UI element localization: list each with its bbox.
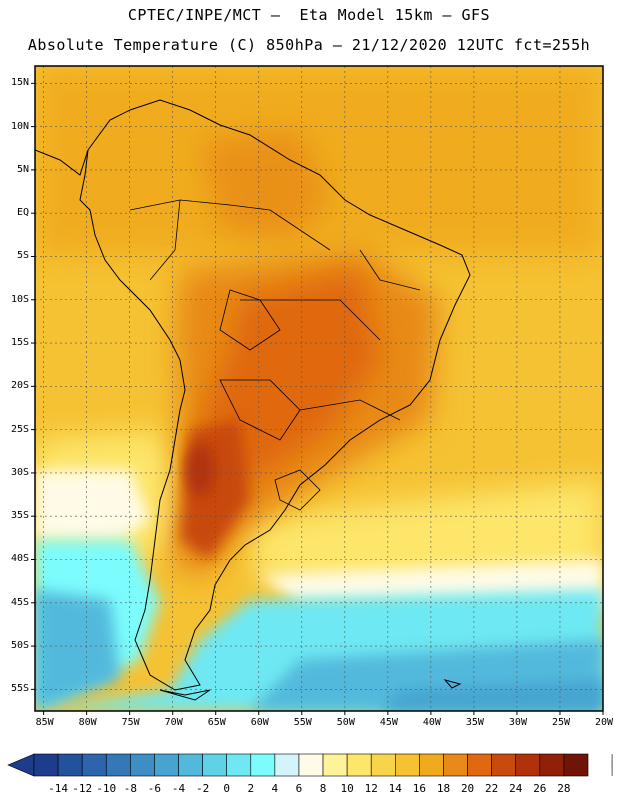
colorbar-swatch bbox=[515, 753, 541, 777]
lon-label: 85W bbox=[35, 717, 54, 728]
colorbar-swatch bbox=[322, 753, 348, 777]
colorbar-label: -2 bbox=[195, 782, 210, 795]
colorbar-label: 18 bbox=[436, 782, 451, 795]
title-field: Absolute Temperature (C) 850hPa – 21/12/… bbox=[27, 36, 591, 54]
colorbar-swatch bbox=[33, 753, 59, 777]
lon-label: 45W bbox=[379, 717, 398, 728]
colorbar-swatch bbox=[178, 753, 203, 777]
lat-label: 25S bbox=[10, 423, 29, 435]
lat-label: 55S bbox=[10, 683, 29, 695]
colorbar-swatch bbox=[250, 753, 276, 777]
colorbar-arrow-low bbox=[7, 753, 35, 777]
colorbar-label: -6 bbox=[147, 782, 162, 795]
lon-label: 80W bbox=[78, 717, 97, 728]
lat-label: 10S bbox=[10, 293, 29, 305]
colorbar-swatch bbox=[539, 753, 565, 777]
lat-label: 10N bbox=[10, 120, 29, 132]
lon-label: 60W bbox=[250, 717, 269, 728]
colorbar-swatch bbox=[226, 753, 252, 777]
colorbar-swatch bbox=[395, 753, 420, 777]
colorbar-label: 10 bbox=[340, 782, 354, 795]
colorbar-swatch bbox=[467, 753, 492, 777]
colorbar-label: 4 bbox=[271, 782, 279, 795]
colorbar-swatch bbox=[81, 753, 107, 777]
lon-label: 40W bbox=[422, 717, 441, 728]
lon-label: 50W bbox=[336, 717, 355, 728]
lat-label: 40S bbox=[10, 553, 29, 565]
colorbar-label: 22 bbox=[485, 782, 499, 795]
axis-ticks bbox=[31, 82, 604, 715]
lon-label: 55W bbox=[293, 717, 312, 728]
colorbar-swatch bbox=[57, 753, 83, 777]
colorbar-label: 2 bbox=[247, 782, 255, 795]
colorbar-swatch bbox=[346, 753, 372, 777]
colorbar-label: 12 bbox=[364, 782, 378, 795]
colorbar-swatch bbox=[298, 753, 324, 777]
colorbar-swatch bbox=[154, 753, 179, 777]
colorbar-swatch bbox=[274, 753, 300, 777]
lat-label: EQ bbox=[16, 207, 29, 219]
lat-label: 15S bbox=[10, 337, 29, 349]
colorbar-label: -14 bbox=[48, 782, 69, 795]
lat-label: 5N bbox=[16, 163, 29, 175]
colorbar-label: 6 bbox=[295, 782, 303, 795]
colorbar-label: 26 bbox=[533, 782, 547, 795]
lat-label: 30S bbox=[10, 466, 29, 478]
lon-label: 20W bbox=[594, 717, 614, 728]
colorbar-label: 0 bbox=[223, 782, 230, 795]
lon-label: 70W bbox=[164, 717, 183, 728]
colorbar-label: 8 bbox=[319, 782, 327, 795]
colorbar-label: -4 bbox=[171, 782, 186, 795]
colorbar-swatch bbox=[419, 753, 444, 777]
lon-label: 65W bbox=[207, 717, 226, 728]
lon-label: 35W bbox=[465, 717, 484, 728]
colorbar-swatch bbox=[491, 753, 517, 777]
colorbar-swatch bbox=[202, 753, 227, 777]
title-model: CPTEC/INPE/MCT – Eta Model 15km – GFS bbox=[127, 6, 491, 24]
map-frame bbox=[34, 65, 604, 712]
colorbar-label: 28 bbox=[557, 782, 571, 795]
colorbar-swatch bbox=[563, 753, 589, 777]
colorbar-label: 16 bbox=[412, 782, 427, 795]
colorbar-label: 14 bbox=[388, 782, 402, 795]
lat-label: 50S bbox=[10, 640, 29, 652]
colorbar-swatch bbox=[130, 753, 155, 777]
lon-label: 75W bbox=[121, 717, 140, 728]
colorbar-label: 24 bbox=[509, 782, 523, 795]
colorbar-swatch bbox=[443, 753, 468, 777]
coastline bbox=[35, 99, 471, 701]
country-borders bbox=[129, 199, 421, 511]
colorbar-label: -8 bbox=[123, 782, 137, 795]
lon-label: 30W bbox=[508, 717, 527, 728]
lat-label: 15N bbox=[10, 77, 29, 89]
lat-label: 35S bbox=[10, 510, 29, 522]
colorbar-swatch bbox=[370, 753, 396, 777]
colorbar-label: 20 bbox=[460, 782, 475, 795]
lat-label: 45S bbox=[10, 596, 29, 608]
lat-label: 5S bbox=[16, 250, 29, 262]
lat-label: 20S bbox=[10, 380, 29, 392]
colorbar-label: -10 bbox=[96, 782, 117, 795]
colorbar-label: -12 bbox=[72, 782, 93, 795]
lon-label: 25W bbox=[551, 717, 570, 728]
colorbar-swatch bbox=[105, 753, 131, 777]
